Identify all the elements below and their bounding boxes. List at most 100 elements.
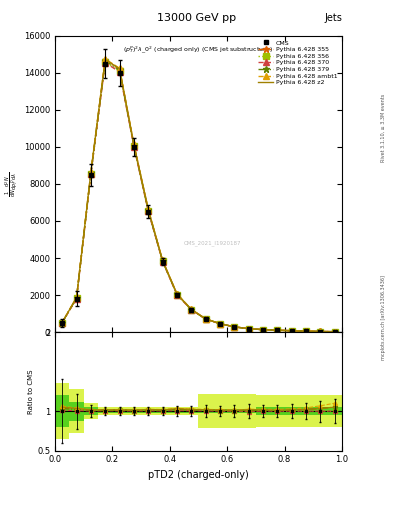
Pythia 6.428 356 (275, 327, 280, 333)
Line: Pythia 6.428 z2: Pythia 6.428 z2 (62, 59, 335, 332)
Text: mcplots.cern.ch [arXiv:1306.3436]: mcplots.cern.ch [arXiv:1306.3436] (381, 275, 386, 360)
Pythia 6.428 z2 (246, 326, 251, 332)
Pythia 6.428 z2 (160, 258, 165, 264)
Pythia 6.428 355 (60, 319, 64, 326)
Pythia 6.428 355 (261, 327, 265, 333)
Pythia 6.428 ambt1 (117, 65, 122, 71)
Pythia 6.428 370 (88, 171, 93, 177)
Pythia 6.428 ambt1 (218, 321, 222, 327)
Y-axis label: $\frac{1}{\mathrm{d}N}\frac{\mathrm{d}^2N}{\mathrm{d}p_T^D\,\mathrm{d}\lambda}$: $\frac{1}{\mathrm{d}N}\frac{\mathrm{d}^2… (4, 171, 21, 197)
Pythia 6.428 379 (117, 67, 122, 73)
Pythia 6.428 370 (174, 292, 179, 298)
Pythia 6.428 356 (332, 329, 337, 335)
Pythia 6.428 370 (332, 329, 337, 335)
Text: 13000 GeV pp: 13000 GeV pp (157, 13, 236, 23)
Pythia 6.428 356 (60, 319, 64, 326)
Pythia 6.428 355 (332, 329, 337, 335)
Pythia 6.428 356 (189, 307, 194, 313)
Pythia 6.428 z2 (60, 319, 64, 326)
Line: Pythia 6.428 370: Pythia 6.428 370 (59, 60, 338, 334)
Pythia 6.428 ambt1 (189, 306, 194, 312)
Pythia 6.428 z2 (174, 291, 179, 297)
Pythia 6.428 370 (246, 326, 251, 332)
Pythia 6.428 379 (174, 291, 179, 297)
Pythia 6.428 z2 (146, 206, 151, 212)
Pythia 6.428 355 (304, 328, 309, 334)
Line: Pythia 6.428 379: Pythia 6.428 379 (59, 57, 338, 335)
Pythia 6.428 z2 (189, 306, 194, 312)
Pythia 6.428 355 (174, 291, 179, 297)
Pythia 6.428 ambt1 (275, 327, 280, 333)
Pythia 6.428 379 (246, 326, 251, 332)
Pythia 6.428 ambt1 (132, 141, 136, 147)
Pythia 6.428 370 (289, 328, 294, 334)
Pythia 6.428 356 (174, 292, 179, 298)
Pythia 6.428 ambt1 (203, 316, 208, 322)
Text: Jets: Jets (324, 13, 342, 23)
Pythia 6.428 356 (246, 326, 251, 332)
Pythia 6.428 ambt1 (246, 326, 251, 332)
Pythia 6.428 355 (275, 327, 280, 333)
Pythia 6.428 379 (189, 307, 194, 313)
Pythia 6.428 356 (289, 328, 294, 334)
Pythia 6.428 z2 (275, 327, 280, 333)
Pythia 6.428 379 (160, 258, 165, 264)
Pythia 6.428 ambt1 (103, 56, 108, 62)
Pythia 6.428 370 (189, 307, 194, 313)
Pythia 6.428 356 (232, 324, 237, 330)
Pythia 6.428 356 (88, 170, 93, 177)
Pythia 6.428 z2 (289, 328, 294, 334)
Y-axis label: Ratio to CMS: Ratio to CMS (28, 369, 34, 414)
X-axis label: pTD2 (charged-only): pTD2 (charged-only) (148, 470, 249, 480)
Pythia 6.428 z2 (88, 169, 93, 176)
Pythia 6.428 355 (103, 57, 108, 63)
Pythia 6.428 355 (218, 321, 222, 327)
Pythia 6.428 356 (304, 328, 309, 334)
Pythia 6.428 356 (74, 295, 79, 302)
Pythia 6.428 ambt1 (289, 328, 294, 334)
Pythia 6.428 379 (103, 58, 108, 64)
Pythia 6.428 356 (160, 258, 165, 264)
Pythia 6.428 379 (74, 295, 79, 301)
Pythia 6.428 355 (189, 306, 194, 312)
Pythia 6.428 ambt1 (146, 206, 151, 212)
Pythia 6.428 370 (304, 328, 309, 334)
Pythia 6.428 ambt1 (174, 291, 179, 297)
Text: CMS_2021_I1920187: CMS_2021_I1920187 (184, 240, 242, 246)
Pythia 6.428 z2 (203, 316, 208, 322)
Pythia 6.428 370 (318, 328, 323, 334)
Pythia 6.428 379 (275, 327, 280, 333)
Pythia 6.428 379 (218, 321, 222, 327)
Pythia 6.428 379 (132, 142, 136, 148)
Pythia 6.428 356 (318, 328, 323, 334)
Pythia 6.428 379 (261, 327, 265, 333)
Text: $(p_T^P)^2\lambda\_0^2$ (charged only) (CMS jet substructure): $(p_T^P)^2\lambda\_0^2$ (charged only) (… (123, 45, 274, 55)
Pythia 6.428 379 (304, 328, 309, 334)
Pythia 6.428 370 (74, 295, 79, 302)
Pythia 6.428 356 (132, 143, 136, 149)
Pythia 6.428 370 (203, 316, 208, 322)
Pythia 6.428 379 (232, 324, 237, 330)
Pythia 6.428 z2 (261, 327, 265, 333)
Pythia 6.428 ambt1 (261, 327, 265, 333)
Pythia 6.428 z2 (218, 321, 222, 327)
Pythia 6.428 355 (318, 328, 323, 334)
Pythia 6.428 355 (246, 326, 251, 332)
Pythia 6.428 z2 (117, 66, 122, 72)
Pythia 6.428 356 (103, 59, 108, 65)
Legend: CMS, Pythia 6.428 355, Pythia 6.428 356, Pythia 6.428 370, Pythia 6.428 379, Pyt: CMS, Pythia 6.428 355, Pythia 6.428 356,… (257, 39, 339, 87)
Pythia 6.428 355 (203, 316, 208, 322)
Text: Rivet 3.1.10, ≥ 3.3M events: Rivet 3.1.10, ≥ 3.3M events (381, 94, 386, 162)
Pythia 6.428 z2 (318, 328, 323, 334)
Pythia 6.428 ambt1 (304, 328, 309, 334)
Pythia 6.428 355 (88, 170, 93, 176)
Pythia 6.428 ambt1 (60, 319, 64, 325)
Pythia 6.428 z2 (332, 329, 337, 335)
Pythia 6.428 370 (261, 327, 265, 333)
Pythia 6.428 370 (218, 321, 222, 327)
Pythia 6.428 z2 (103, 56, 108, 62)
Pythia 6.428 356 (261, 327, 265, 333)
Pythia 6.428 ambt1 (232, 324, 237, 330)
Line: Pythia 6.428 355: Pythia 6.428 355 (59, 56, 338, 335)
Pythia 6.428 356 (146, 208, 151, 214)
